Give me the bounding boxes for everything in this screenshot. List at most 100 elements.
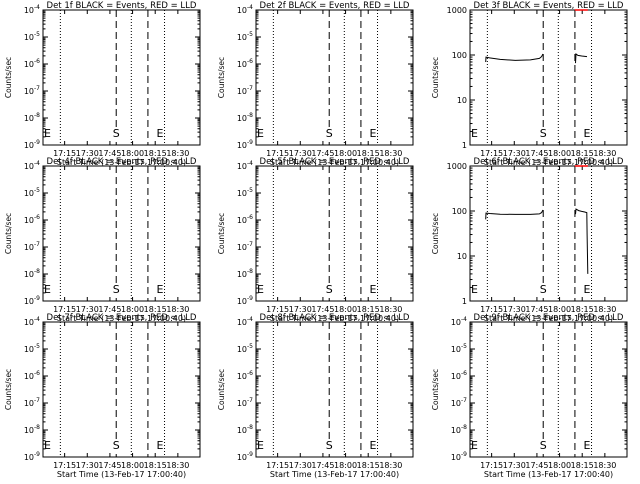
x-tick-label: 17:45: [98, 461, 121, 470]
y-tick-label: 10-6: [237, 214, 253, 225]
x-tick-label: 18:00: [121, 461, 144, 470]
x-tick-label: 17:30: [503, 149, 526, 158]
y-tick-label: 10-5: [24, 343, 40, 354]
x-tick-label: 17:45: [311, 149, 334, 158]
x-tick-label: 18:00: [548, 305, 571, 314]
plot-frame: [42, 321, 201, 458]
y-tick-label: 100: [452, 51, 467, 60]
start-marker-bg: [539, 440, 549, 451]
x-tick-label: 17:30: [289, 305, 312, 314]
y-tick-label: 10-9: [451, 451, 467, 462]
x-axis-label: Start Time (13-Feb-17 17:00:40): [270, 158, 399, 167]
x-tick-label: 17:45: [525, 461, 548, 470]
y-tick-label: 1: [462, 297, 467, 306]
events-series-line: [485, 53, 544, 63]
x-tick-label: 18:30: [166, 461, 189, 470]
y-tick-label: 10-5: [237, 343, 253, 354]
x-axis-label: Start Time (13-Feb-17 17:00:40): [57, 158, 186, 167]
end-marker-label: E: [157, 127, 164, 140]
plot-frame: [469, 9, 628, 146]
x-tick-label: 17:15: [480, 461, 503, 470]
start-marker-bg: [112, 440, 122, 451]
end-marker-label: E: [370, 439, 377, 452]
x-tick-label: 18:00: [548, 149, 571, 158]
panel-title: Det 2f BLACK = Events, RED = LLD: [260, 1, 410, 11]
x-axis-label: Start Time (13-Feb-17 17:00:40): [484, 470, 613, 479]
end-marker-label: E: [584, 127, 591, 140]
y-tick-label: 1: [462, 141, 467, 150]
start-marker-label: S: [326, 439, 333, 452]
start-marker-label: S: [113, 439, 120, 452]
x-tick-label: 17:30: [289, 461, 312, 470]
y-tick-label: 10-4: [237, 316, 253, 327]
start-marker-label: S: [540, 127, 547, 140]
y-tick-label: 10-4: [451, 316, 467, 327]
x-tick-label: 18:30: [166, 149, 189, 158]
x-tick-label: 17:30: [289, 149, 312, 158]
x-tick-label: 18:00: [334, 149, 357, 158]
x-axis-label: Start Time (13-Feb-17 17:00:40): [270, 470, 399, 479]
y-axis-label: Counts/sec: [4, 369, 13, 410]
y-tick-label: 10-8: [237, 424, 253, 435]
y-tick-label: 10-9: [24, 295, 40, 306]
y-axis-label: Counts/sec: [217, 213, 226, 254]
x-axis-label: Start Time (13-Feb-17 17:00:40): [484, 314, 613, 323]
x-axis-label: Start Time (13-Feb-17 17:00:40): [484, 158, 613, 167]
left-end-marker-label: E: [44, 127, 51, 140]
x-tick-label: 17:45: [525, 305, 548, 314]
left-end-marker-label: E: [44, 283, 51, 296]
start-marker-label: S: [113, 283, 120, 296]
left-end-marker-label: E: [471, 127, 478, 140]
start-marker-bg: [112, 284, 122, 295]
x-axis-label: Start Time (13-Feb-17 17:00:40): [57, 314, 186, 323]
y-tick-label: 10: [457, 96, 467, 105]
x-tick-label: 17:30: [503, 305, 526, 314]
events-series-line: [575, 53, 588, 64]
x-tick-label: 17:45: [98, 305, 121, 314]
x-tick-label: 18:00: [334, 305, 357, 314]
y-tick-label: 10-7: [24, 241, 40, 252]
y-tick-label: 10-7: [237, 85, 253, 96]
y-tick-label: 10-8: [24, 112, 40, 123]
y-tick-label: 10-7: [24, 397, 40, 408]
events-series-line: [485, 209, 544, 220]
y-tick-label: 10-4: [237, 4, 253, 15]
y-tick-label: 10-7: [237, 241, 253, 252]
events-series-line: [575, 208, 589, 274]
x-axis-label: Start Time (13-Feb-17 17:00:40): [270, 314, 399, 323]
y-tick-label: 10-4: [24, 4, 40, 15]
x-tick-label: 17:45: [311, 461, 334, 470]
y-tick-label: 10-4: [24, 160, 40, 171]
x-tick-label: 17:15: [266, 149, 289, 158]
x-tick-label: 18:15: [357, 305, 380, 314]
x-tick-label: 17:45: [525, 149, 548, 158]
start-marker-label: S: [326, 127, 333, 140]
y-tick-label: 10-6: [451, 370, 467, 381]
x-tick-label: 18:30: [593, 461, 616, 470]
x-tick-label: 17:30: [76, 149, 99, 158]
start-marker-bg: [325, 284, 335, 295]
y-tick-label: 10-6: [24, 214, 40, 225]
panel-title: Det 1f BLACK = Events, RED = LLD: [47, 1, 197, 11]
y-axis-label: Counts/sec: [4, 57, 13, 98]
x-axis-label: Start Time (13-Feb-17 17:00:40): [57, 470, 186, 479]
plot-frame: [469, 321, 628, 458]
left-end-marker-label: E: [257, 127, 264, 140]
y-axis-label: Counts/sec: [431, 369, 440, 410]
x-tick-label: 18:15: [571, 149, 594, 158]
x-tick-label: 17:45: [311, 305, 334, 314]
panel-title: Det 6f BLACK = Events, RED = LLD: [474, 157, 624, 167]
left-end-marker-label: E: [471, 439, 478, 452]
y-tick-label: 10-8: [24, 424, 40, 435]
y-tick-label: 10-5: [237, 31, 253, 42]
y-tick-label: 1000: [447, 6, 467, 15]
x-tick-label: 18:15: [144, 305, 167, 314]
start-marker-label: S: [326, 283, 333, 296]
end-marker-label: E: [370, 127, 377, 140]
